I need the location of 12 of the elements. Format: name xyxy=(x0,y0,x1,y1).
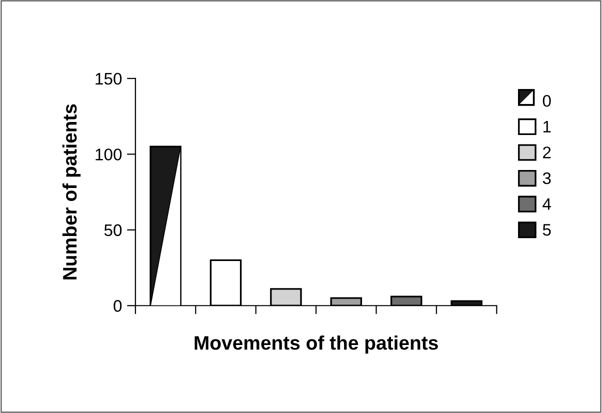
y-tick-label: 100 xyxy=(96,148,122,160)
x-axis-title: Movements of the patients xyxy=(194,335,438,354)
y-tick-label: 50 xyxy=(104,224,122,236)
legend-label: 1 xyxy=(543,120,551,132)
legend-label: 2 xyxy=(543,146,551,158)
legend-label: 5 xyxy=(542,224,551,236)
legend-label: 4 xyxy=(542,198,551,210)
y-tick-label: 0 xyxy=(114,300,122,312)
legend-label: 0 xyxy=(542,95,551,107)
y-axis-title: Number of patients xyxy=(62,104,81,280)
legend-label: 3 xyxy=(542,172,551,184)
y-tick-label: 150 xyxy=(96,72,122,85)
